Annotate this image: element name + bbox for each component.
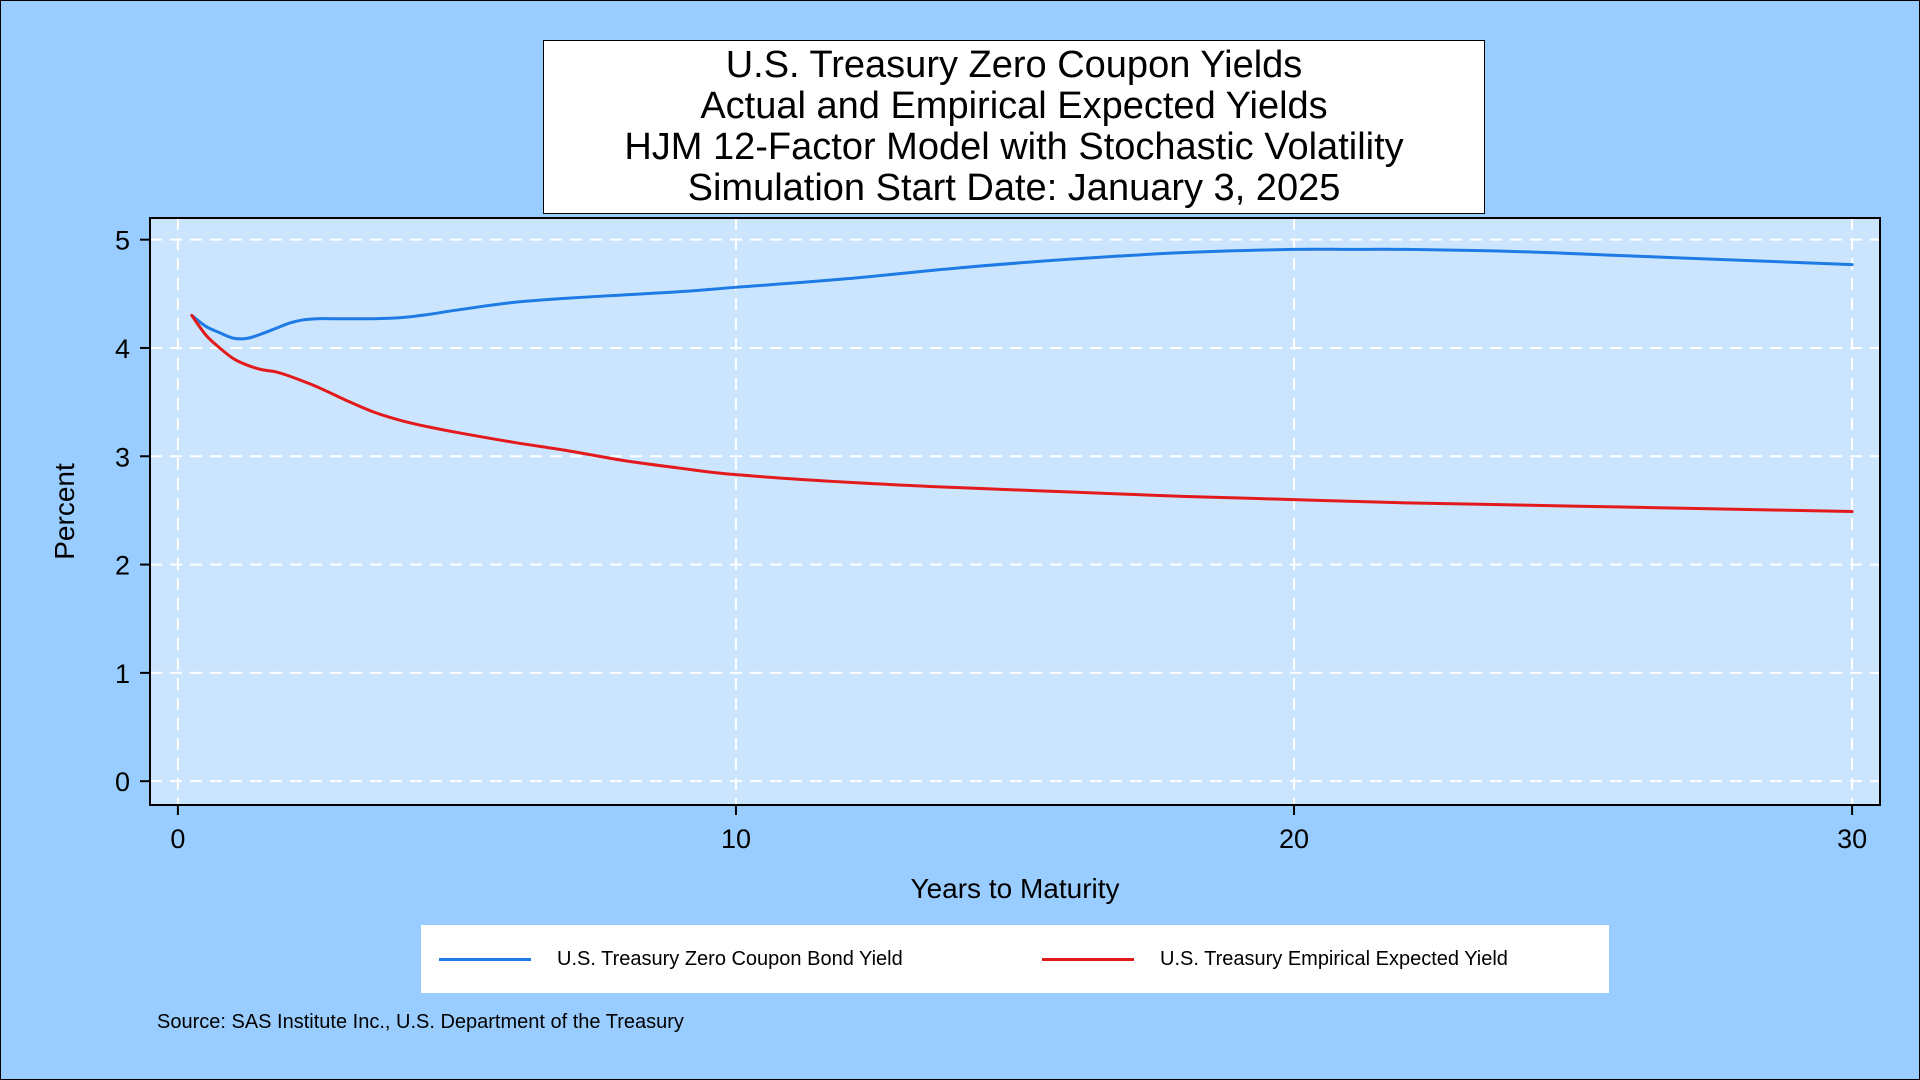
y-tick-label: 0 [115,767,130,797]
title-box: U.S. Treasury Zero Coupon Yields Actual … [543,40,1485,214]
title-line-2: Actual and Empirical Expected Yields [700,85,1328,127]
x-axis-label: Years to Maturity [910,873,1119,904]
legend-label-bond-yield: U.S. Treasury Zero Coupon Bond Yield [557,947,903,970]
y-axis-label: Percent [49,463,80,560]
grid-lines [150,218,1880,805]
title-line-4: Simulation Start Date: January 3, 2025 [687,167,1341,209]
y-tick-label: 5 [115,226,130,256]
x-tick-label: 0 [170,824,185,854]
y-tick-label: 1 [115,659,130,689]
series-lines [190,247,1854,513]
y-tick-label: 2 [115,551,130,581]
x-tick-label: 10 [721,824,751,854]
y-tick-label: 4 [115,334,130,364]
axes: 0 1 2 3 4 5 0 10 20 30 Years to Maturity Percent [49,226,1867,904]
title-line-1: U.S. Treasury Zero Coupon Yields [725,44,1303,86]
legend: U.S. Treasury Zero Coupon Bond Yield U.S… [421,925,1609,993]
legend-swatch-bond-yield [439,957,531,961]
plot-area [150,218,1880,805]
series-line-1 [190,313,1854,513]
legend-item-bond-yield: U.S. Treasury Zero Coupon Bond Yield [439,925,903,993]
series-line-0 [190,247,1854,341]
plot-frame [149,217,1881,806]
legend-swatch-expected-yield [1042,957,1134,961]
title-line-3: HJM 12-Factor Model with Stochastic Vola… [624,126,1404,168]
source-note: Source: SAS Institute Inc., U.S. Departm… [157,1011,684,1033]
legend-item-expected-yield: U.S. Treasury Empirical Expected Yield [1042,925,1508,993]
x-tick-label: 20 [1279,824,1309,854]
legend-label-expected-yield: U.S. Treasury Empirical Expected Yield [1160,947,1508,970]
x-tick-label: 30 [1837,824,1867,854]
y-tick-label: 3 [115,442,130,472]
